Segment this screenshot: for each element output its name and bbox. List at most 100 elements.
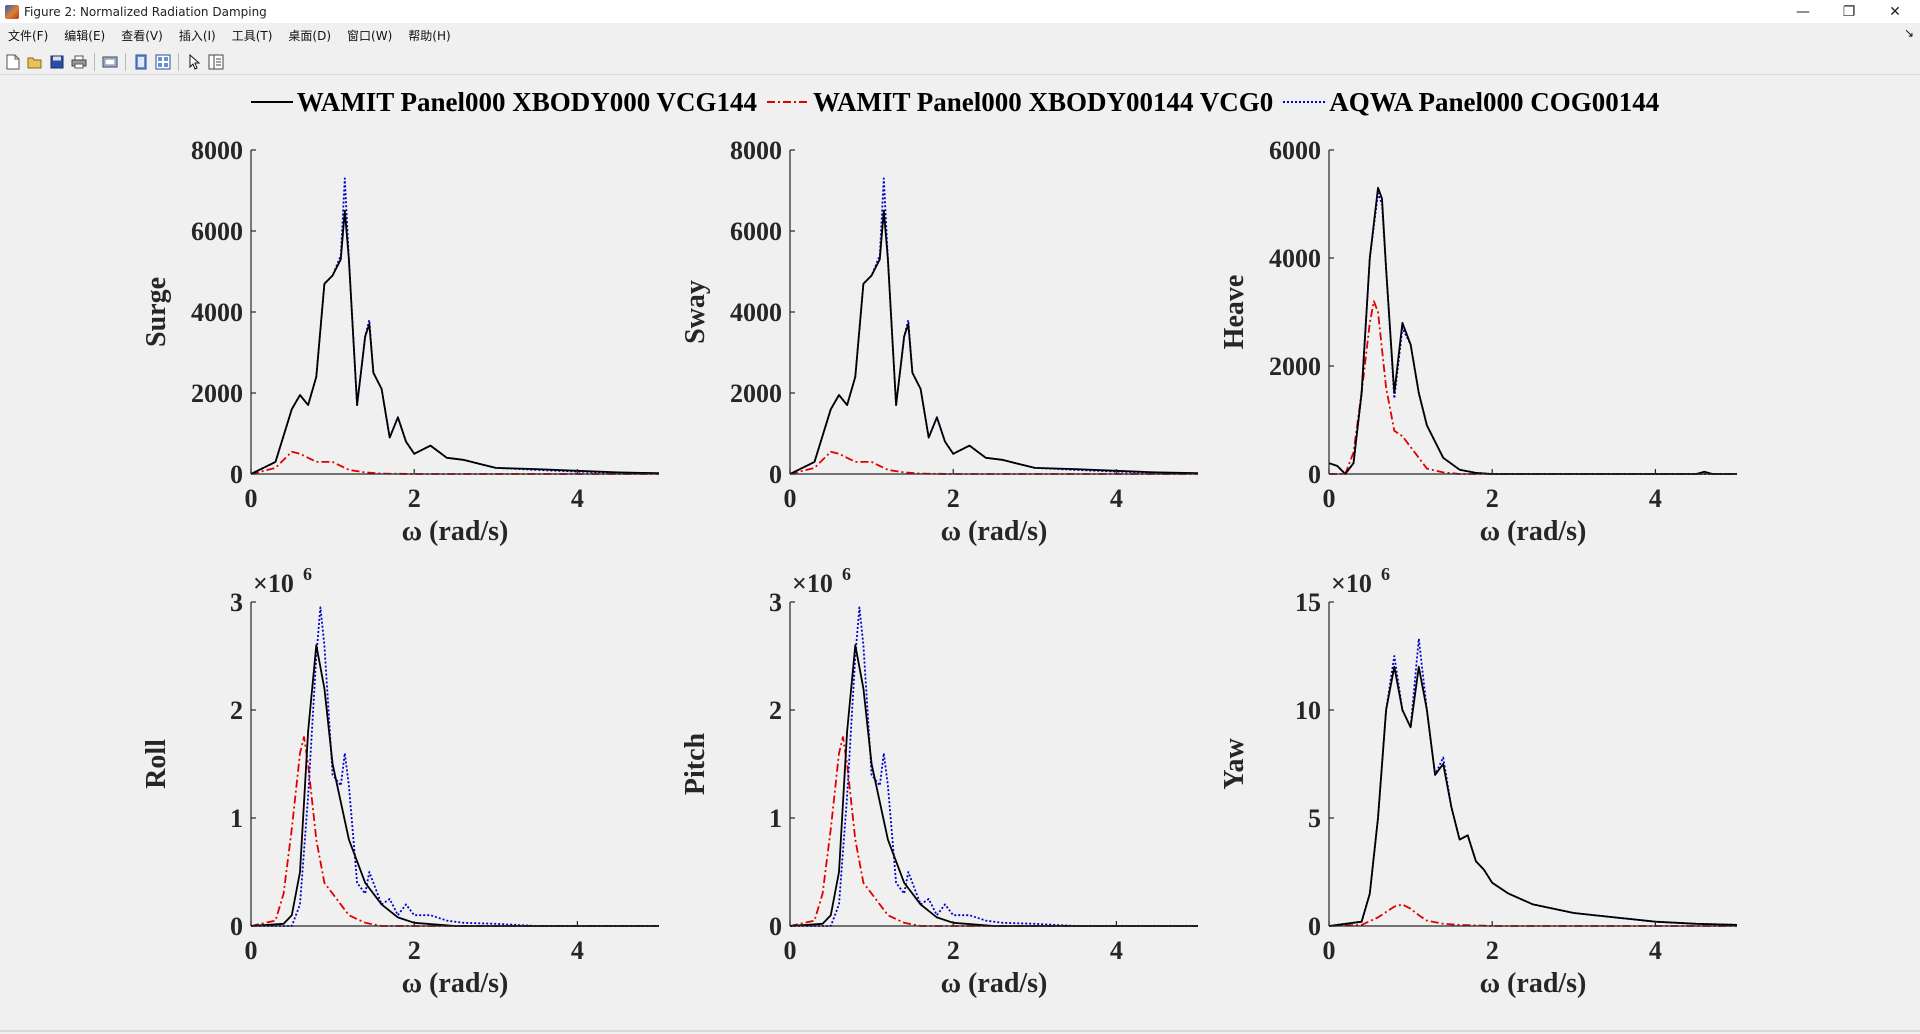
close-button[interactable]: ✕	[1889, 3, 1901, 20]
x-tick-label: 2	[408, 936, 421, 965]
y-tick-label: 4000	[730, 298, 782, 327]
x-tick-label: 0	[784, 936, 797, 965]
y-axis-label: Yaw	[1219, 738, 1250, 790]
y-tick-label: 6000	[730, 217, 782, 246]
y-axis-label: Sway	[680, 280, 711, 344]
property-editor-icon[interactable]	[154, 53, 172, 71]
pointer-icon[interactable]	[185, 53, 203, 71]
y-tick-label: 8000	[730, 136, 782, 165]
y-tick-label: 3	[230, 588, 243, 617]
y-exponent-label: ×10	[792, 569, 833, 598]
menu-file[interactable]: 文件(F)	[8, 28, 49, 43]
print-preview-icon[interactable]	[101, 53, 119, 71]
x-axis-label: ω (rad/s)	[1480, 516, 1587, 547]
plot-legend: WAMIT Panel000 XBODY000 VCG144 WAMIT Pan…	[0, 86, 1920, 118]
window-bottom-border	[0, 1030, 1920, 1032]
series-line-aqwa-cog00144	[251, 606, 659, 927]
x-axis-label: ω (rad/s)	[402, 968, 509, 999]
series-line-aqwa-cog00144	[789, 177, 1199, 475]
y-tick-label: 4000	[1269, 244, 1321, 273]
y-tick-label: 0	[230, 912, 243, 941]
series-line-aqwa-cog00144	[790, 606, 1198, 927]
y-tick-label: 2000	[730, 379, 782, 408]
series-line-wamit-vcg0	[250, 450, 659, 475]
y-tick-label: 4000	[191, 298, 243, 327]
y-tick-label: 3	[769, 588, 782, 617]
series-line-wamit-vcg144	[1328, 665, 1738, 927]
y-tick-label: 15	[1295, 588, 1321, 617]
legend-swatch-dotted	[1283, 101, 1326, 103]
title-bar: Figure 2: Normalized Radiation Damping —…	[0, 0, 1920, 23]
x-tick-label: 4	[1110, 484, 1123, 513]
subplot-sway: 0 2 4 0 2000 4000 6000 8000 ω (rad/s) Sway	[680, 136, 1199, 547]
y-exponent-power: 6	[1381, 564, 1390, 584]
y-tick-label: 5	[1308, 804, 1321, 833]
menu-tools[interactable]: 工具(T)	[231, 28, 273, 43]
y-tick-label: 1	[230, 804, 243, 833]
legend-label: WAMIT Panel000 XBODY000 VCG144	[296, 86, 757, 117]
x-tick-label: 2	[1486, 936, 1499, 965]
x-tick-label: 4	[571, 484, 584, 513]
menu-insert[interactable]: 插入(I)	[178, 28, 216, 43]
x-tick-label: 0	[1323, 936, 1336, 965]
legend-label: AQWA Panel000 COG00144	[1329, 86, 1660, 117]
save-icon[interactable]	[48, 53, 66, 71]
y-axis-label: Roll	[141, 739, 172, 789]
x-tick-label: 0	[245, 936, 258, 965]
menu-view[interactable]: 查看(V)	[121, 28, 163, 43]
x-tick-label: 2	[947, 936, 960, 965]
y-exponent-power: 6	[303, 564, 312, 584]
toolbar-separator	[178, 53, 179, 71]
y-axis-label: Heave	[1219, 275, 1250, 350]
series-line-wamit-vcg0	[250, 736, 659, 927]
menu-edit[interactable]: 编辑(E)	[64, 28, 106, 43]
y-exponent-power: 6	[842, 564, 851, 584]
legend-entry: WAMIT Panel000 XBODY000 VCG144	[250, 86, 757, 118]
series-line-wamit-vcg0	[789, 450, 1198, 475]
restore-button[interactable]: ❐	[1842, 3, 1856, 20]
y-exponent-label: ×10	[1331, 569, 1372, 598]
series-line-wamit-vcg144	[789, 209, 1199, 475]
x-axis-label: ω (rad/s)	[1480, 968, 1587, 999]
y-tick-label: 8000	[191, 136, 243, 165]
x-tick-label: 4	[1649, 484, 1662, 513]
x-tick-label: 2	[947, 484, 960, 513]
series-line-aqwa-cog00144	[1328, 637, 1738, 927]
series-line-wamit-vcg0	[789, 736, 1198, 927]
menu-help[interactable]: 帮助(H)	[408, 28, 451, 43]
toolbar-expand-icon[interactable]: ↘	[1903, 26, 1914, 40]
menu-window[interactable]: 窗口(W)	[347, 28, 393, 43]
y-tick-label: 0	[769, 460, 782, 489]
series-line-aqwa-cog00144	[250, 177, 660, 475]
x-tick-label: 0	[245, 484, 258, 513]
menu-bar: 文件(F) 编辑(E) 查看(V) 插入(I) 工具(T) 桌面(D) 窗口(W…	[0, 24, 1920, 46]
open-file-icon[interactable]	[26, 53, 44, 71]
y-axis-label: Pitch	[680, 732, 711, 795]
figure-toolbar	[0, 50, 1920, 75]
series-line-wamit-vcg0	[1328, 903, 1737, 927]
series-line-wamit-vcg144	[250, 644, 659, 927]
y-tick-label: 2000	[191, 379, 243, 408]
x-axis-label: ω (rad/s)	[941, 968, 1048, 999]
series-line-wamit-vcg0	[1329, 300, 1737, 475]
x-axis-label: ω (rad/s)	[941, 516, 1048, 547]
y-tick-label: 1	[769, 804, 782, 833]
menu-desktop[interactable]: 桌面(D)	[288, 28, 332, 43]
data-panel-icon[interactable]	[207, 53, 225, 71]
new-figure-icon[interactable]	[4, 53, 22, 71]
print-icon[interactable]	[70, 53, 88, 71]
y-tick-label: 6000	[1269, 136, 1321, 165]
legend-label: WAMIT Panel000 XBODY00144 VCG0	[812, 86, 1274, 117]
y-tick-label: 2000	[1269, 352, 1321, 381]
minimize-button[interactable]: —	[1796, 3, 1810, 20]
x-tick-label: 0	[1323, 484, 1336, 513]
y-tick-label: 0	[1308, 912, 1321, 941]
y-tick-label: 0	[230, 460, 243, 489]
x-axis-label: ω (rad/s)	[402, 516, 509, 547]
series-line-wamit-vcg144	[789, 644, 1198, 927]
subplot-roll: 0 2 4 0 1 2 3 ×10 6 ω (rad/s) Roll	[141, 564, 659, 999]
subplot-surge: 0 2 4 0 2000 4000 6000 8000 ω (rad/s) Surge	[141, 136, 660, 547]
link-plot-icon[interactable]	[132, 53, 150, 71]
window-title: Figure 2: Normalized Radiation Damping	[24, 4, 267, 19]
